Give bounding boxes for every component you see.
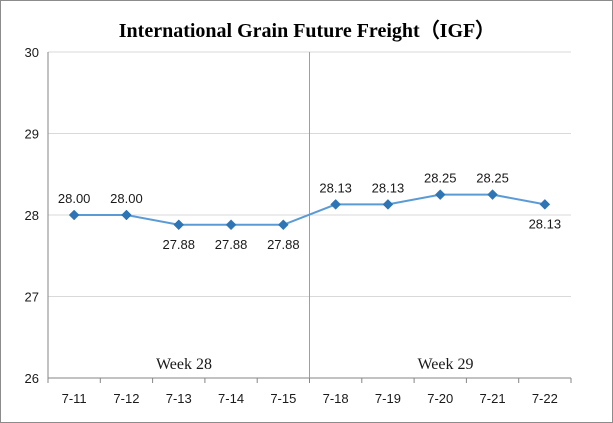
- data-point-marker: [68, 209, 80, 221]
- chart-title: International Grain Future Freight（IGF）: [119, 19, 495, 42]
- x-tick-label: 7-20: [427, 391, 453, 406]
- x-tick-label: 7-18: [323, 391, 349, 406]
- week-annotation: Week 29: [417, 356, 473, 373]
- x-tick-label: 7-13: [166, 391, 192, 406]
- data-point-marker: [487, 189, 498, 200]
- data-point-marker: [121, 209, 132, 221]
- data-label: 28.00: [58, 191, 91, 206]
- data-label: 27.88: [215, 237, 248, 252]
- data-label: 28.13: [319, 180, 352, 195]
- axis-layer: 26 27 28 29 30 7-11 7-12 7-13 7-14 7-15 7-18 7-19 7-…: [25, 45, 572, 406]
- x-tick-label: 7-15: [270, 391, 296, 406]
- data-label: 27.88: [162, 237, 195, 252]
- y-tick-label: 30: [25, 45, 39, 60]
- y-tick-label: 29: [25, 127, 39, 142]
- x-tick-label: 7-11: [62, 391, 87, 406]
- annotation-layer: Week 28 Week 29: [156, 52, 473, 378]
- data-point-marker: [434, 189, 446, 200]
- data-point-marker: [330, 199, 342, 210]
- data-point-marker: [225, 219, 237, 231]
- data-point-marker: [539, 199, 551, 210]
- week-annotation: Week 28: [156, 356, 212, 373]
- data-label-layer: 28.00 28.00 27.88 27.88 27.88 28.13 28.13 28.25…: [58, 171, 561, 252]
- x-tick-label: 7-14: [218, 391, 244, 406]
- data-point-marker: [173, 219, 185, 231]
- x-tick-label: 7-21: [480, 391, 506, 406]
- series-line: [74, 193, 546, 226]
- data-point-marker: [277, 219, 289, 231]
- x-tick-label: 7-19: [375, 391, 401, 406]
- x-tick-label: 7-12: [113, 391, 139, 406]
- y-tick-label: 26: [25, 371, 39, 386]
- y-tick-label: 28: [25, 208, 39, 223]
- data-label: 28.00: [110, 191, 143, 206]
- data-label: 28.25: [476, 171, 509, 186]
- data-label: 28.13: [529, 216, 562, 231]
- data-point-marker: [382, 199, 394, 210]
- data-label: 28.13: [372, 180, 405, 195]
- y-tick-label: 27: [25, 290, 39, 305]
- data-label: 27.88: [267, 237, 300, 252]
- data-label: 28.25: [424, 171, 457, 186]
- x-tick-label: 7-22: [532, 391, 558, 406]
- series-layer: [68, 189, 551, 231]
